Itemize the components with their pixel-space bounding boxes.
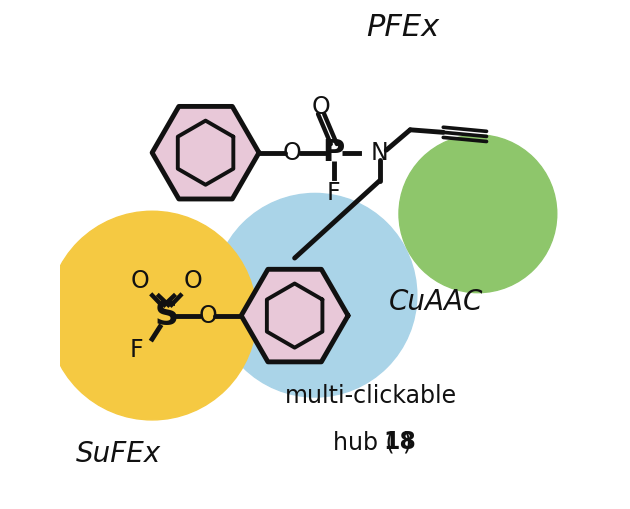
- Circle shape: [399, 135, 557, 293]
- Text: O: O: [130, 269, 149, 293]
- Text: multi-clickable: multi-clickable: [285, 384, 457, 408]
- Text: F: F: [130, 338, 144, 362]
- Text: O: O: [198, 303, 217, 328]
- Text: S: S: [154, 299, 178, 332]
- Text: PFEx: PFEx: [366, 13, 439, 42]
- Text: SuFEx: SuFEx: [76, 440, 161, 468]
- Circle shape: [213, 193, 417, 397]
- Polygon shape: [152, 106, 259, 199]
- Circle shape: [48, 211, 256, 420]
- Text: N: N: [371, 140, 389, 165]
- Text: hub (: hub (: [333, 430, 394, 454]
- Polygon shape: [241, 269, 348, 362]
- Text: O: O: [312, 95, 331, 119]
- Text: CuAAC: CuAAC: [389, 288, 483, 316]
- Text: O: O: [183, 269, 202, 293]
- Text: 18: 18: [384, 430, 416, 454]
- Text: O: O: [283, 140, 302, 165]
- Text: F: F: [327, 181, 341, 206]
- Text: P: P: [323, 138, 345, 167]
- Text: ): ): [403, 430, 411, 454]
